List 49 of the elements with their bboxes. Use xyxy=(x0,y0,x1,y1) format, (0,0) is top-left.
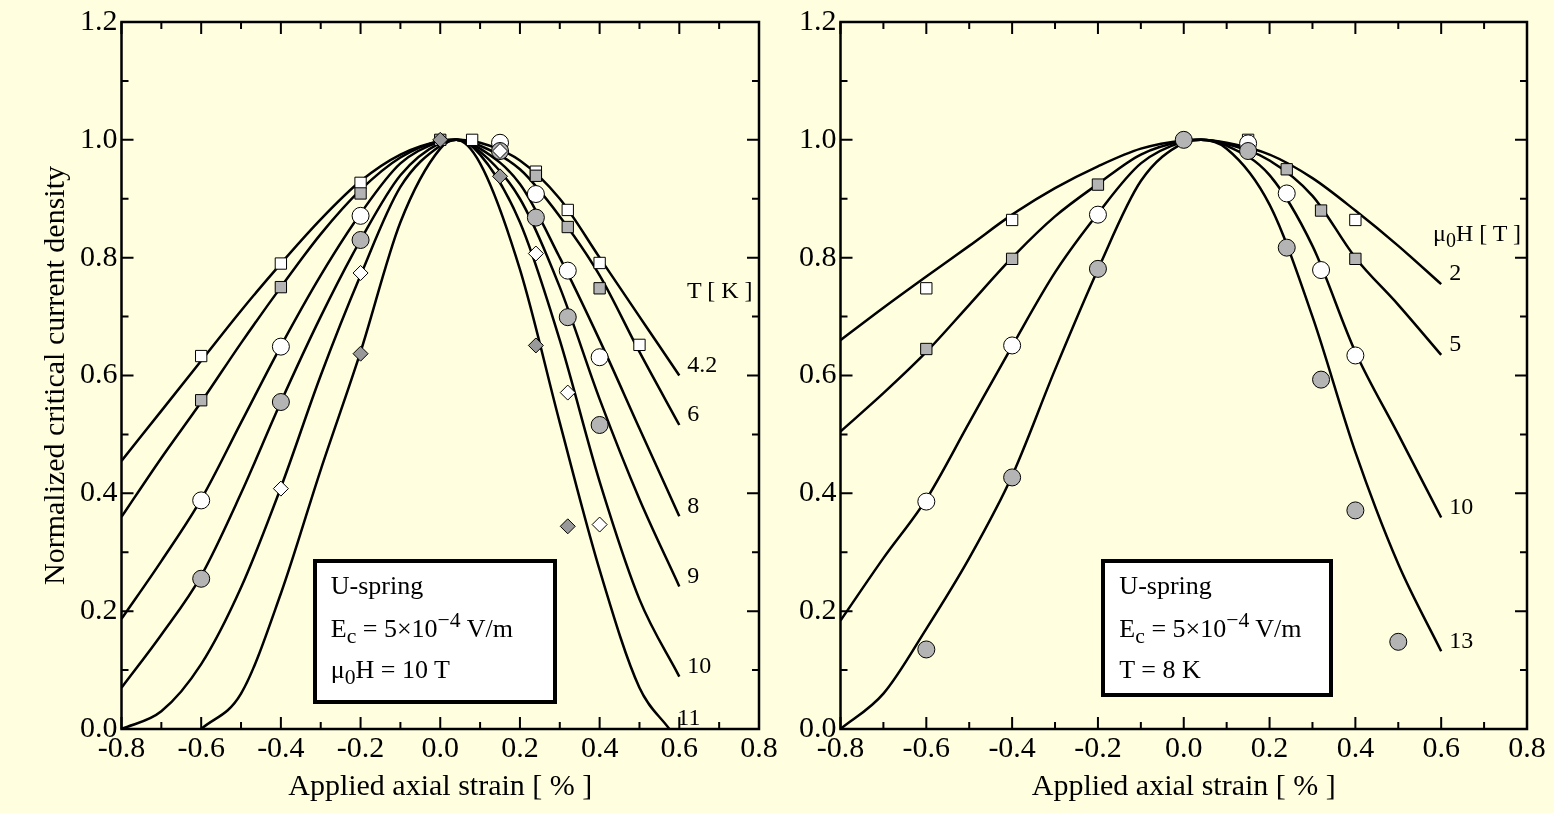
y-tick-label: 0.8 xyxy=(80,238,118,272)
y-tick-label: 0.4 xyxy=(799,474,837,508)
y-tick-label: 0.8 xyxy=(799,238,837,272)
y-tick-label: 1.0 xyxy=(80,120,118,154)
y-tick-label: 1.0 xyxy=(799,120,837,154)
x-tick-label: 0.4 xyxy=(580,729,619,763)
legend-label: 10 xyxy=(1449,492,1474,519)
y-axis-title: Normalized critical current density xyxy=(36,166,70,585)
x-tick-label: 0.0 xyxy=(421,729,459,763)
y-tick-label: 1.2 xyxy=(80,2,118,36)
series-label: 13 xyxy=(1449,626,1474,653)
x-tick-label: 0.6 xyxy=(1422,729,1460,763)
x-axis-title: Applied axial strain [ % ] xyxy=(1031,767,1336,801)
x-tick-label: 0.4 xyxy=(1336,729,1375,763)
y-tick-label: 0.4 xyxy=(80,474,118,508)
annotation: U-spring xyxy=(1119,570,1213,603)
legend-title: μ$_{0}$H [ T ] xyxy=(1433,219,1521,252)
x-tick-label: 0.8 xyxy=(740,729,778,763)
annotation: T = 8 K xyxy=(1119,654,1202,686)
x-tick-label: -0.4 xyxy=(257,729,305,763)
y-tick-label: 0.2 xyxy=(799,592,837,626)
series-label: 5 xyxy=(1449,330,1462,357)
legend-label: 8 xyxy=(687,491,700,518)
annotation: U-spring xyxy=(330,570,425,603)
x-tick-label: -0.6 xyxy=(177,729,225,763)
legend-label: 2 xyxy=(1449,259,1462,286)
x-tick-label: 0.6 xyxy=(660,729,699,763)
x-tick-label: -0.2 xyxy=(336,729,385,763)
x-tick-label: -0.2 xyxy=(1074,729,1122,763)
x-tick-label: 0.2 xyxy=(501,729,539,763)
y-tick-label: 0.6 xyxy=(799,356,837,390)
y-tick-label: 0.6 xyxy=(80,356,118,390)
y-tick-label: 0.2 xyxy=(80,592,118,626)
x-tick-label: -0.6 xyxy=(902,729,951,763)
series-label: 9 xyxy=(687,561,700,588)
x-tick-label: 0.2 xyxy=(1250,729,1289,763)
legend-label: 10 xyxy=(687,651,712,678)
annotation: E$_{c}$ = 5×10$^{−4}$ V/m xyxy=(1119,607,1303,650)
annotation: E$_{c}$ = 5×10$^{−4}$ V/m xyxy=(330,607,514,651)
annotation: μ$_{0}$H = 10 T xyxy=(330,654,451,692)
x-tick-label: 0.8 xyxy=(1508,729,1546,763)
y-tick-label: 1.2 xyxy=(799,2,837,36)
x-axis-title: Applied axial strain [ % ] xyxy=(288,767,593,801)
series-label: 6 xyxy=(687,400,700,427)
legend-label: 4.2 xyxy=(687,350,718,377)
legend-title: T [ K ] xyxy=(687,276,753,304)
x-tick-label: -0.4 xyxy=(988,729,1036,763)
series-label: 11 xyxy=(677,704,701,731)
x-tick-label: 0.0 xyxy=(1165,729,1203,763)
